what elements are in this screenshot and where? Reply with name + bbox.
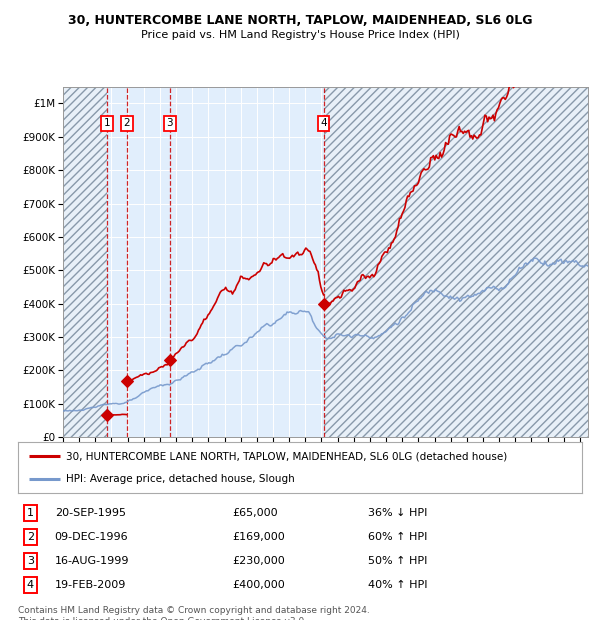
Point <box>319 299 328 309</box>
Text: 3: 3 <box>167 118 173 128</box>
Text: 20-SEP-1995: 20-SEP-1995 <box>55 508 125 518</box>
Text: 2: 2 <box>27 532 34 542</box>
Text: 19-FEB-2009: 19-FEB-2009 <box>55 580 126 590</box>
Text: 09-DEC-1996: 09-DEC-1996 <box>55 532 128 542</box>
Text: 4: 4 <box>27 580 34 590</box>
Text: 16-AUG-1999: 16-AUG-1999 <box>55 556 129 566</box>
Text: 4: 4 <box>320 118 327 128</box>
Point <box>122 376 131 386</box>
Text: 1: 1 <box>27 508 34 518</box>
Text: 30, HUNTERCOMBE LANE NORTH, TAPLOW, MAIDENHEAD, SL6 0LG (detached house): 30, HUNTERCOMBE LANE NORTH, TAPLOW, MAID… <box>66 451 507 461</box>
Text: Price paid vs. HM Land Registry's House Price Index (HPI): Price paid vs. HM Land Registry's House … <box>140 30 460 40</box>
Point <box>102 410 112 420</box>
Text: 60% ↑ HPI: 60% ↑ HPI <box>368 532 427 542</box>
Text: £65,000: £65,000 <box>232 508 278 518</box>
Text: £230,000: £230,000 <box>232 556 285 566</box>
Text: 1: 1 <box>104 118 110 128</box>
Text: 36% ↓ HPI: 36% ↓ HPI <box>368 508 427 518</box>
Text: 40% ↑ HPI: 40% ↑ HPI <box>368 580 427 590</box>
Bar <box>63 87 107 437</box>
Point <box>165 355 175 365</box>
Text: £400,000: £400,000 <box>232 580 285 590</box>
Bar <box>107 87 323 437</box>
Bar <box>323 87 588 437</box>
Text: 50% ↑ HPI: 50% ↑ HPI <box>368 556 427 566</box>
Text: 3: 3 <box>27 556 34 566</box>
Text: HPI: Average price, detached house, Slough: HPI: Average price, detached house, Slou… <box>66 474 295 484</box>
Text: £169,000: £169,000 <box>232 532 285 542</box>
Text: 30, HUNTERCOMBE LANE NORTH, TAPLOW, MAIDENHEAD, SL6 0LG: 30, HUNTERCOMBE LANE NORTH, TAPLOW, MAID… <box>68 14 532 27</box>
Text: Contains HM Land Registry data © Crown copyright and database right 2024.
This d: Contains HM Land Registry data © Crown c… <box>18 606 370 620</box>
Text: 2: 2 <box>124 118 130 128</box>
